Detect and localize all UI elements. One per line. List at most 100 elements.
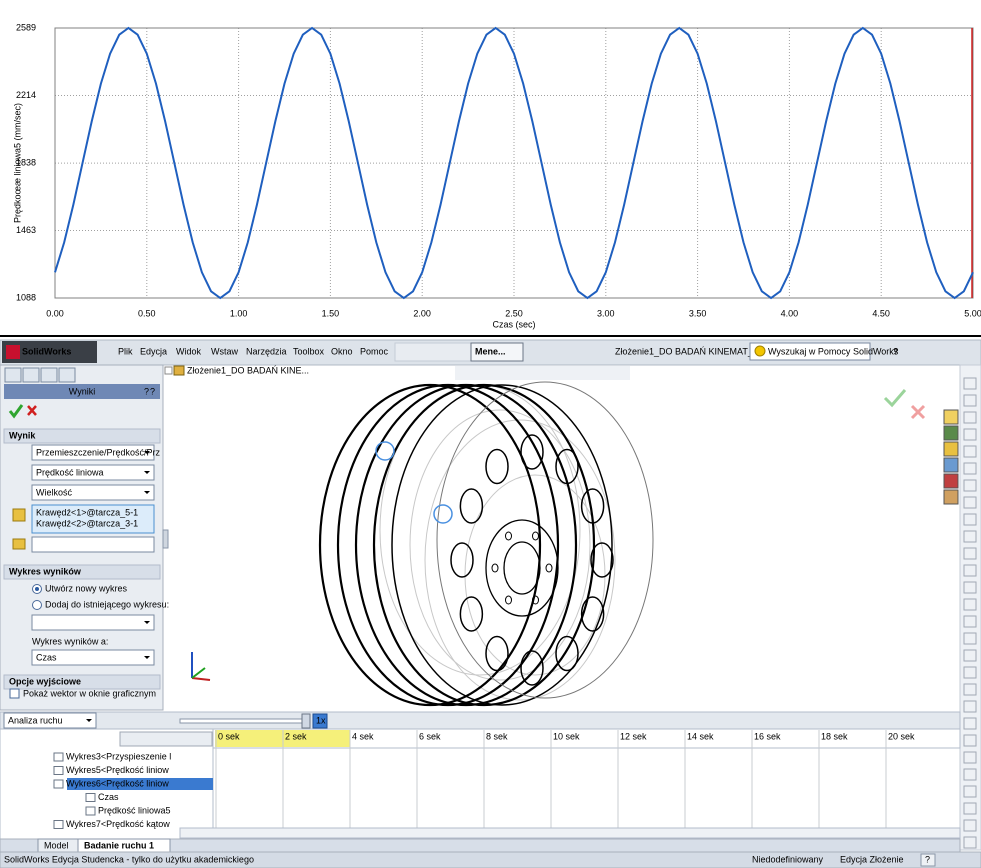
x-tick-label: 0.50 <box>138 308 156 318</box>
field-label: Wykres wyników a: <box>32 636 108 646</box>
radio[interactable] <box>33 601 42 610</box>
ruler-label: 10 sek <box>553 731 580 741</box>
menu-item[interactable]: Edycja <box>140 346 167 356</box>
ruler-label: 14 sek <box>687 731 714 741</box>
x-tick-label: 5.00 <box>964 308 981 318</box>
dropdown-value[interactable]: Wielkość <box>36 487 73 497</box>
task-icon[interactable] <box>944 458 958 472</box>
help-button[interactable]: ? <box>893 346 899 356</box>
menu-item[interactable]: Toolbox <box>293 346 325 356</box>
slider-track[interactable] <box>180 719 310 723</box>
panel-tab[interactable] <box>5 368 21 382</box>
ruler-label: 6 sek <box>419 731 441 741</box>
tree-filter[interactable] <box>120 732 212 746</box>
dropdown-value[interactable]: Przemieszczenie/Prędkość/Prz <box>36 447 161 457</box>
dropdown-value[interactable]: Czas <box>36 652 57 662</box>
panel-tab[interactable] <box>59 368 75 382</box>
ruler-label: 8 sek <box>486 731 508 741</box>
page: SolidWorks motion study {"chart_data": {… <box>0 0 981 868</box>
tab-label[interactable]: Model <box>44 840 69 850</box>
y-tick-label: 2214 <box>16 90 36 100</box>
y-tick-label: 2589 <box>16 22 36 32</box>
logo-text: SolidWorks <box>22 346 71 356</box>
search-text[interactable]: Wyszukaj w Pomocy SolidWorks <box>768 346 899 356</box>
timeline-toolbar <box>0 712 960 729</box>
menu-item[interactable]: Wstaw <box>211 346 239 356</box>
task-icon[interactable] <box>944 426 958 440</box>
task-icon[interactable] <box>944 474 958 488</box>
section-title: Wykres wyników <box>9 566 82 576</box>
y-axis-label: Prędkoœæ liniowa5 (mm/sec) <box>12 103 22 223</box>
splitter-handle[interactable] <box>163 530 168 548</box>
tab-label[interactable]: Badanie ruchu 1 <box>84 840 154 850</box>
x-axis-label: Czas (sec) <box>492 319 535 329</box>
right-toolbar <box>960 365 981 850</box>
tree-item[interactable]: Wykres3<Przyspieszenie l <box>66 751 171 761</box>
value-box[interactable] <box>32 537 154 552</box>
selection-item: Krawędź<1>@tarcza_5-1 <box>36 507 138 517</box>
ruler-label: 2 sek <box>285 731 307 741</box>
panel-title: Wyniki <box>69 386 95 396</box>
x-tick-label: 3.50 <box>689 308 707 318</box>
menu-item[interactable]: Okno <box>331 346 353 356</box>
y-tick-label: 1463 <box>16 225 36 235</box>
tree-item[interactable]: Wykres5<Prędkość liniow <box>66 765 169 775</box>
task-icon[interactable] <box>944 442 958 456</box>
selection-icon <box>13 509 25 521</box>
checkbox[interactable] <box>10 689 19 698</box>
menu-item[interactable]: Pomoc <box>360 346 389 356</box>
checkbox-label[interactable]: Pokaż wektor w oknie graficznym <box>23 688 156 698</box>
menu-item[interactable]: Plik <box>118 346 133 356</box>
dropdown[interactable] <box>32 615 154 630</box>
x-tick-label: 2.00 <box>413 308 431 318</box>
radio-label[interactable]: Utwórz nowy wykres <box>45 583 128 593</box>
assembly-icon <box>174 366 184 375</box>
task-icon[interactable] <box>944 410 958 424</box>
toolbar-strip[interactable] <box>395 343 475 361</box>
status-mode: Edycja Złożenie <box>840 854 904 864</box>
x-tick-label: 4.50 <box>872 308 890 318</box>
view-toolbar[interactable] <box>455 366 630 380</box>
tree-toggle <box>165 367 172 374</box>
x-tick-label: 1.00 <box>230 308 248 318</box>
ruler-label: 0 sek <box>218 731 240 741</box>
radio-dot <box>35 587 39 591</box>
speed-label[interactable]: 1x <box>316 715 326 725</box>
x-tick-label: 2.50 <box>505 308 523 318</box>
tree-item[interactable]: Wykres7<Prędkość kątow <box>66 819 170 829</box>
screen: 108814631838221425890.000.501.001.502.00… <box>0 0 981 868</box>
x-tick-label: 1.50 <box>322 308 340 318</box>
x-tick-label: 3.00 <box>597 308 615 318</box>
logo-icon <box>6 345 20 359</box>
tree-item[interactable]: Prędkość liniowa5 <box>98 805 171 815</box>
tree-item[interactable]: Wykres6<Prędkość liniow <box>66 778 169 788</box>
horizontal-scrollbar[interactable] <box>180 828 960 838</box>
section-title: Wynik <box>9 430 36 440</box>
page-body: 108814631838221425890.000.501.001.502.00… <box>0 0 981 868</box>
slider-thumb[interactable] <box>302 714 310 728</box>
task-icon[interactable] <box>944 490 958 504</box>
selection-item: Krawędź<2>@tarcza_3-1 <box>36 518 138 528</box>
dropdown-value[interactable]: Prędkość liniowa <box>36 467 104 477</box>
mene-label[interactable]: Mene... <box>475 346 506 356</box>
status-help-label[interactable]: ? <box>925 854 930 864</box>
panel-tab[interactable] <box>41 368 57 382</box>
y-tick-label: 1088 <box>16 292 36 302</box>
panel-help[interactable]: ? <box>150 386 155 396</box>
menu-item[interactable]: Widok <box>176 346 202 356</box>
ruler-label: 20 sek <box>888 731 915 741</box>
menu-item[interactable]: Narzędzia <box>246 346 287 356</box>
radio-label[interactable]: Dodaj do istniejącego wykresu: <box>45 599 169 609</box>
dropdown-value[interactable]: Analiza ruchu <box>8 715 63 725</box>
ruler-label: 16 sek <box>754 731 781 741</box>
ruler-label: 4 sek <box>352 731 374 741</box>
search-icon[interactable] <box>755 346 765 356</box>
panel-help[interactable]: ? <box>144 386 149 396</box>
panel-tab[interactable] <box>23 368 39 382</box>
chart-background <box>0 0 981 335</box>
tree-item[interactable]: Czas <box>98 792 119 802</box>
x-tick-label: 0.00 <box>46 308 64 318</box>
status-message: SolidWorks Edycja Studencka - tylko do u… <box>4 854 254 864</box>
tree-root: Złożenie1_DO BADAŃ KINE... <box>187 365 309 375</box>
x-tick-label: 4.00 <box>781 308 799 318</box>
